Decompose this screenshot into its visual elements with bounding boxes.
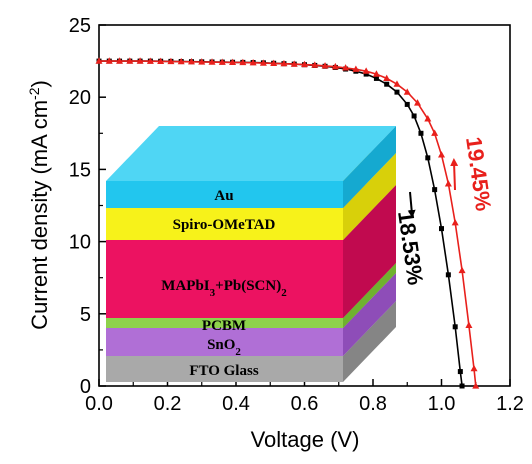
series-1-point (362, 67, 370, 74)
au-top (106, 126, 396, 181)
series-1-point (167, 57, 175, 65)
series-1-point (136, 57, 144, 64)
series-1-point (321, 62, 329, 69)
series-1-point (290, 60, 298, 67)
series-1-point (342, 64, 350, 71)
series-1-point (146, 57, 154, 64)
au-side (343, 126, 396, 208)
x-tick-label: 0.6 (291, 393, 319, 415)
sno2-side (343, 273, 396, 356)
y-tick-label: 0 (80, 376, 91, 398)
series-1-point (105, 57, 113, 64)
perovskite-front (106, 240, 343, 318)
series-1-point (424, 115, 432, 122)
series-0-point (445, 272, 451, 278)
series-1-point (331, 62, 339, 70)
y-axis-title: Current density (mA cm-2) (26, 80, 52, 330)
pcbm-front (106, 318, 343, 328)
pcbm-side (343, 263, 396, 328)
arrow-black (407, 191, 416, 218)
series-1-point (249, 59, 257, 66)
series-1-point (451, 219, 459, 226)
series-1-point (95, 57, 103, 64)
series-1-point (280, 59, 288, 67)
series-0-point (404, 101, 410, 107)
series-1-point (414, 99, 422, 106)
series-1-point (472, 382, 480, 389)
series-1-point (470, 364, 478, 372)
x-tick-label: 1.0 (428, 393, 456, 415)
annotation-1945: 19.45% (461, 135, 496, 212)
series-1-point (393, 80, 401, 87)
series-0-point (373, 75, 379, 81)
label-perovskite: MAPbI3+Pb(SCN)2 (161, 278, 287, 299)
series-1-point (465, 321, 473, 328)
y-tick-label: 10 (69, 232, 91, 254)
fto-front (106, 356, 343, 382)
y-tick-label: 20 (69, 87, 91, 109)
series-0-point (452, 324, 458, 330)
series-1-point (438, 151, 445, 158)
perovskite-side (343, 185, 396, 318)
label-au: Au (214, 188, 233, 204)
series-1-point (259, 59, 267, 66)
y-tick-label: 15 (69, 159, 91, 181)
series-1-point (383, 74, 391, 82)
y-tick-label: 5 (80, 304, 91, 326)
label-pcbm: PCBM (202, 318, 246, 334)
series-0-point (457, 369, 463, 375)
series-0-point (394, 89, 400, 95)
x-tick-label: 0.8 (359, 393, 387, 415)
x-tick-label: 0.0 (85, 393, 113, 415)
y-tick-label: 25 (69, 15, 91, 37)
series-0-point (411, 113, 417, 119)
series-1-point (372, 70, 380, 77)
device-stack-inset: Au Spiro-OMeTAD MAPbI3+Pb(SCN)2 PCBM SnO… (106, 126, 396, 382)
series-0-point (384, 81, 390, 87)
au-front (106, 181, 343, 208)
x-tick-label: 0.2 (154, 393, 182, 415)
series-0-point (425, 155, 431, 161)
spiro-side (343, 153, 396, 240)
series-1-point (458, 266, 466, 274)
x-tick-label: 0.4 (222, 393, 250, 415)
spiro-front (106, 208, 343, 240)
series-1-point (157, 57, 165, 64)
series-1-point (444, 180, 452, 187)
series-0-point (432, 187, 438, 193)
series-1-point (187, 58, 195, 65)
series-1-point (229, 58, 237, 65)
x-axis-title: Voltage (V) (251, 427, 360, 452)
label-spiro: Spiro-OMeTAD (173, 217, 276, 233)
series-1-point (403, 88, 411, 95)
series-1-point (270, 59, 278, 67)
series-0-point (418, 130, 424, 136)
series-1-point (177, 57, 185, 65)
series-1-point (116, 57, 124, 64)
sno2-front (106, 328, 343, 356)
series-1-point (311, 61, 319, 68)
label-sno2: SnO2 (207, 337, 241, 358)
series-0-point (459, 383, 465, 389)
series-1-point (431, 129, 439, 136)
series-1-point (352, 65, 360, 72)
series-1-point (218, 58, 226, 65)
series-0-point (363, 71, 369, 77)
series-1-point (126, 57, 134, 64)
x-tick-label: 1.2 (496, 393, 524, 415)
jv-curves (95, 57, 480, 389)
label-fto: FTO Glass (189, 363, 258, 379)
arrow-red (450, 158, 459, 191)
series-1-point (301, 60, 308, 68)
series-1-point (208, 58, 216, 65)
series-1-point (239, 58, 247, 66)
fto-side (343, 301, 396, 382)
series-0-point (439, 226, 444, 232)
annotation-1853: 18.53% (393, 209, 428, 286)
series-1-point (198, 58, 206, 65)
